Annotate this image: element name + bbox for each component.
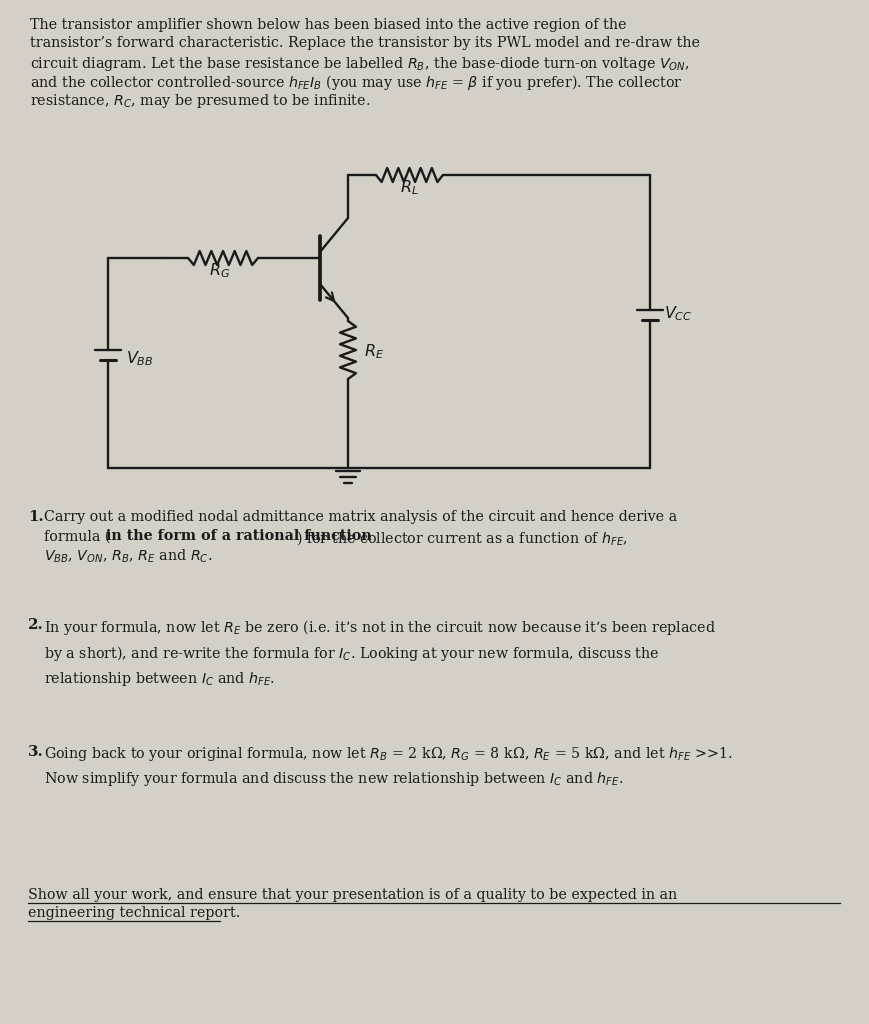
Text: $R_E$: $R_E$ (364, 343, 384, 361)
Text: and the collector controlled-source $h_{FE}$$I_B$ (you may use $h_{FE}$ = $\beta: and the collector controlled-source $h_{… (30, 74, 683, 92)
Text: Show all your work, and ensure that your presentation is of a quality to be expe: Show all your work, and ensure that your… (28, 888, 677, 902)
Text: $V_{BB}$, $V_{ON}$, $R_B$, $R_E$ and $R_C$.: $V_{BB}$, $V_{ON}$, $R_B$, $R_E$ and $R_… (44, 548, 213, 565)
Text: $V_{BB}$: $V_{BB}$ (126, 349, 154, 369)
Text: transistor’s forward characteristic. Replace the transistor by its PWL model and: transistor’s forward characteristic. Rep… (30, 37, 700, 50)
Text: resistance, $R_C$, may be presumed to be infinite.: resistance, $R_C$, may be presumed to be… (30, 92, 370, 110)
Text: $R_G$: $R_G$ (209, 261, 230, 280)
Text: 2.: 2. (28, 618, 43, 632)
Text: engineering technical report.: engineering technical report. (28, 906, 241, 921)
Text: in the form of a rational function: in the form of a rational function (105, 529, 371, 544)
Text: In your formula, now let $R_E$ be zero (i.e. it’s not in the circuit now because: In your formula, now let $R_E$ be zero (… (44, 618, 716, 688)
Text: ) for the collector current as a function of $h_{FE}$,: ) for the collector current as a functio… (296, 529, 628, 547)
Text: Going back to your original formula, now let $R_B$ = 2 kΩ, $R_G$ = 8 kΩ, $R_E$ =: Going back to your original formula, now… (44, 745, 733, 787)
Text: 1.: 1. (28, 510, 43, 524)
Text: circuit diagram. Let the base resistance be labelled $R_B$, the base-diode turn-: circuit diagram. Let the base resistance… (30, 55, 690, 73)
Text: $R_L$: $R_L$ (401, 178, 419, 197)
Text: 3.: 3. (28, 745, 43, 759)
Text: $V_{CC}$: $V_{CC}$ (664, 305, 693, 324)
Text: Carry out a modified nodal admittance matrix analysis of the circuit and hence d: Carry out a modified nodal admittance ma… (44, 510, 677, 544)
Text: The transistor amplifier shown below has been biased into the active region of t: The transistor amplifier shown below has… (30, 18, 627, 32)
